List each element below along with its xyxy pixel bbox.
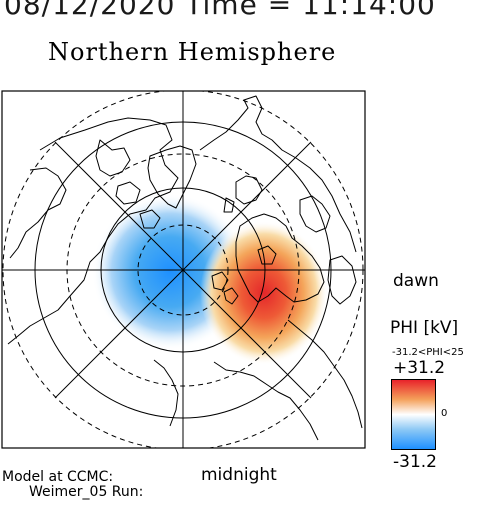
positive-potential-cell [200,221,328,365]
midnight-label: midnight [201,465,277,485]
page-title: Northern Hemisphere [48,38,337,66]
colorbar-min-label: -31.2 [393,452,437,472]
colorbar [391,379,436,450]
colorbar-title: PHI [kV] [390,318,459,338]
continent-outlines [7,95,363,441]
polar-map [1,90,366,449]
model-label-line2: Weimer_05 Run: [29,484,144,500]
meridian-line [54,141,312,399]
colorbar-max-label: +31.2 [393,358,446,378]
model-label-line1: Model at CCMC: [2,469,114,485]
colorbar-range-text: -31.2<PHI<25 [392,347,464,358]
colorbar-zero-label: 0 [441,408,448,419]
datetime-header: 08/12/2020 Time = 11:14:00 [4,0,436,21]
dawn-label: dawn [393,271,439,291]
